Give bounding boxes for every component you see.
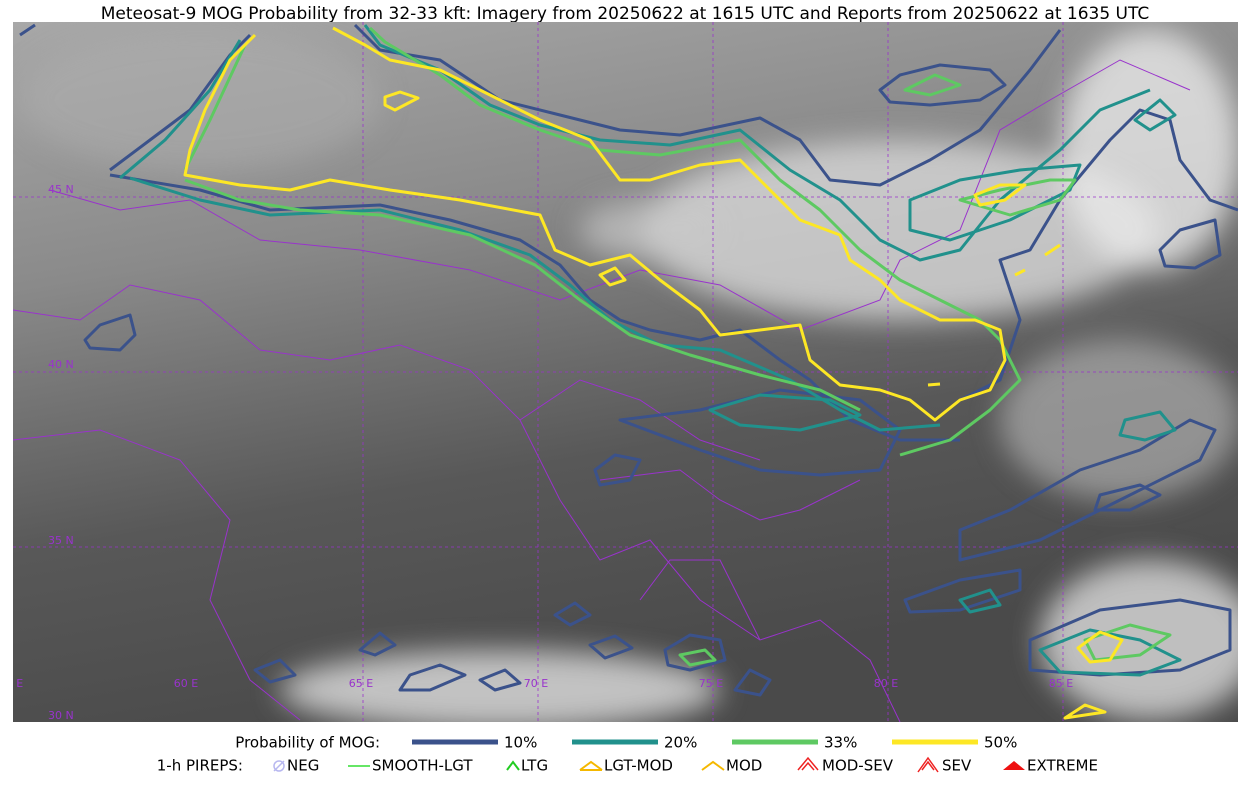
pirep-symbol-part (579, 760, 603, 771)
pirep-legend-label: 1-h PIREPS: (157, 757, 243, 775)
pirep-legend-text: SEV (942, 757, 972, 775)
lon-label: 55 E (0, 677, 23, 690)
lon-label: 85 E (1049, 677, 1073, 690)
contours (19, 23, 1238, 720)
pirep-legend-text: EXTREME (1027, 757, 1098, 775)
pirep-symbol-part (921, 760, 935, 771)
pirep-legend-text: MOD-SEV (822, 757, 894, 775)
graticule (13, 22, 1238, 722)
pirep-symbol-part (701, 760, 725, 771)
clouds (20, 30, 1238, 722)
mog-legend-text: 33% (824, 734, 857, 752)
legend: Probability of MOG: 10% 20% 33% 50% 1-h PIREP… (157, 734, 1098, 775)
lat-label: 30 N (48, 709, 74, 722)
borders (13, 59, 1191, 722)
pirep-symbol-part (506, 760, 520, 771)
lat-labels: 45 N 40 N 35 N 30 N (48, 183, 74, 722)
lat-label: 35 N (48, 534, 74, 547)
pirep-legend-text: MOD (726, 757, 762, 775)
pirep-symbol-part (1003, 761, 1025, 770)
pirep-symbol (273, 760, 285, 772)
pirep-symbol (701, 760, 725, 771)
mog-legend-label: Probability of MOG: (235, 734, 380, 752)
mog-legend-text: 10% (504, 734, 537, 752)
pirep-symbol-part (273, 760, 285, 772)
lon-label: 65 E (349, 677, 373, 690)
lon-label: 80 E (874, 677, 898, 690)
pirep-symbol (1003, 761, 1025, 770)
pirep-legend-text: LTG (521, 757, 548, 775)
lon-label: 75 E (699, 677, 723, 690)
pirep-symbol-part (797, 756, 819, 771)
map: 45 N 40 N 35 N 30 N 55 E 60 E 65 E 70 E 75 E 80 … (0, 22, 1238, 722)
pirep-symbol-part (273, 760, 285, 772)
pirep-symbol-part (917, 756, 939, 773)
lon-label: 70 E (524, 677, 548, 690)
lon-label: 60 E (174, 677, 198, 690)
pirep-symbol (579, 760, 603, 771)
pirep-legend-text: NEG (287, 757, 319, 775)
lat-label: 40 N (48, 358, 74, 371)
pirep-symbol (917, 756, 939, 773)
title: Meteosat-9 MOG Probability from 32-33 kf… (101, 4, 1150, 24)
pirep-symbol (506, 760, 520, 771)
pirep-symbol (797, 756, 819, 771)
pirep-legend-text: LGT-MOD (604, 757, 673, 775)
lon-labels: 55 E 60 E 65 E 70 E 75 E 80 E 85 E (0, 677, 1073, 690)
mog-legend-text: 50% (984, 734, 1017, 752)
mog-legend-text: 20% (664, 734, 697, 752)
lat-label: 45 N (48, 183, 74, 196)
pirep-symbol-part (801, 761, 815, 771)
pirep-legend-text: SMOOTH-LGT (372, 757, 473, 775)
